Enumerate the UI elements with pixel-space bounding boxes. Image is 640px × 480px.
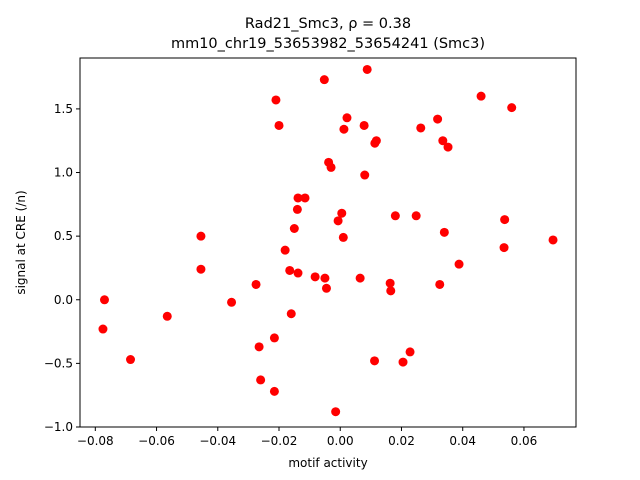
x-tick-label: 0.02 [388,434,415,448]
scatter-point [435,279,445,289]
scatter-point [439,227,449,237]
scatter-point [293,193,303,203]
scatter-point [269,333,279,343]
x-tick-label: −0.06 [138,434,175,448]
scatter-point [370,356,380,366]
tick-layer: −0.08 −0.06 −0.04 −0.02 0.00 0.02 0.04 0.06 −1.0… [44,102,537,448]
scatter-point [289,224,299,234]
plot-area-frame [79,57,577,428]
scatter-point [320,273,330,283]
y-tick-label: 1.0 [54,166,73,180]
scatter-point [280,245,290,255]
chart-title-line2: mm10_chr19_53653982_53654241 (Smc3) [171,36,485,52]
scatter-point [254,342,264,352]
scatter-point [285,265,295,275]
scatter-point [326,162,336,172]
y-tick-label: −1.0 [44,420,73,434]
scatter-point [339,124,349,134]
scatter-point [286,309,296,319]
y-tick-label: 1.5 [54,102,73,116]
scatter-point [321,283,331,293]
scatter-point [416,123,426,133]
scatter-point [251,279,261,289]
y-axis-label: signal at CRE (/n) [14,190,28,294]
chart-title-line1: Rad21_Smc3, ρ = 0.38 [245,16,411,32]
x-tick-label: −0.08 [77,434,114,448]
x-axis-label: motif activity [288,456,367,470]
scatter-point [196,231,206,241]
scatter-point [507,103,517,113]
scatter-point [385,278,395,288]
scatter-point [500,215,510,225]
scatter-point [390,211,400,221]
scatter-point [338,232,348,242]
y-tick-label: 0.5 [54,229,73,243]
scatter-point [310,272,320,282]
x-tick-label: 0.00 [327,434,354,448]
scatter-point [274,120,284,130]
scatter-point [196,264,206,274]
scatter-point [269,386,279,396]
scatter-point [454,259,464,269]
scatter-point [342,113,352,123]
scatter-point [331,407,341,417]
point-layer [98,64,558,417]
scatter-point [300,193,310,203]
scatter-point [126,355,136,365]
scatter-point [292,204,302,214]
scatter-point [359,120,369,130]
scatter-point [438,136,448,146]
scatter-point [362,64,372,74]
scatter-point [99,295,109,305]
scatter-point [333,216,343,226]
scatter-point [293,268,303,278]
scatter-point [319,75,329,85]
scatter-point [256,375,266,385]
scatter-point [337,208,347,218]
x-tick-label: −0.02 [261,434,298,448]
scatter-point [98,324,108,334]
y-tick-label: 0.0 [54,293,73,307]
scatter-point [386,286,396,296]
scatter-point [405,347,415,357]
scatter-point [360,170,370,180]
scatter-point [371,136,381,146]
scatter-point [476,91,486,101]
scatter-point [355,273,365,283]
x-tick-label: −0.04 [199,434,236,448]
x-tick-label: 0.06 [511,434,538,448]
scatter-point [271,95,281,105]
scatter-point [548,235,558,245]
scatter-point [443,142,453,152]
x-tick-label: 0.04 [449,434,476,448]
scatter-point [433,114,443,124]
scatter-point [499,243,509,253]
scatter-point [227,297,237,307]
y-tick-label: −0.5 [44,356,73,370]
scatter-point [411,211,421,221]
scatter-point [162,311,172,321]
scatter-point [398,357,408,367]
